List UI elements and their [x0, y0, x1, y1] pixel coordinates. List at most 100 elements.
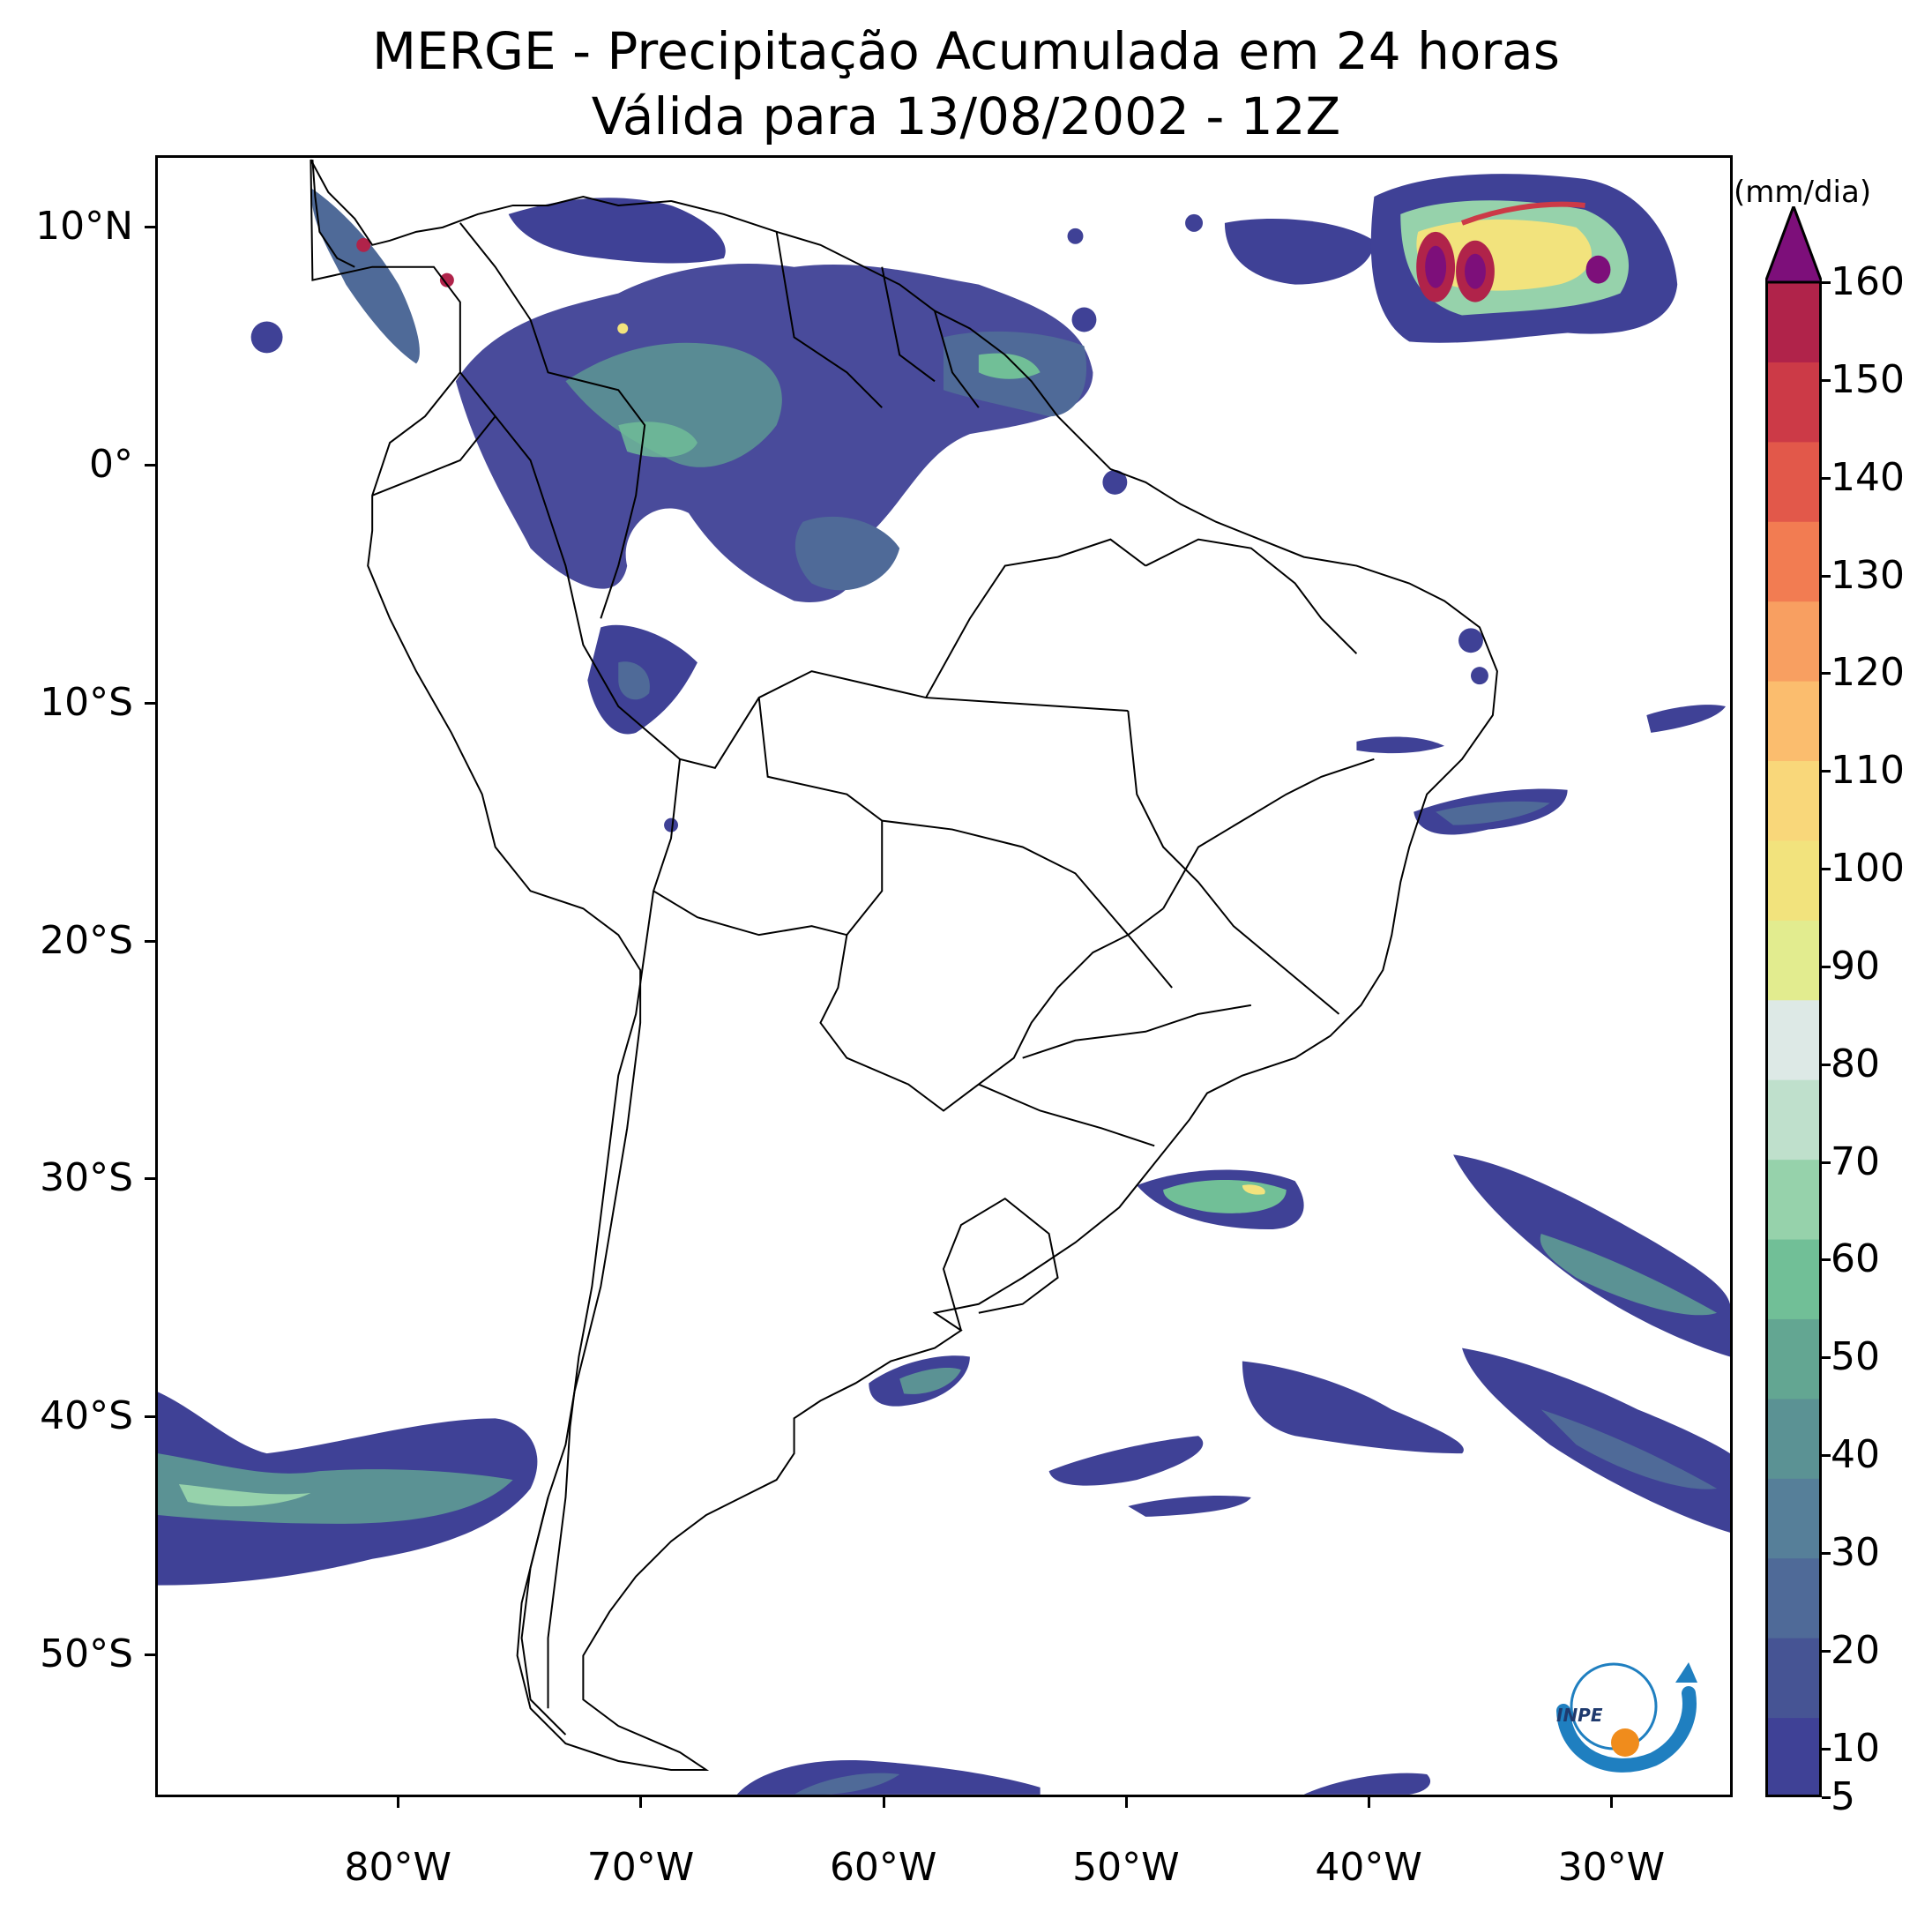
- central-america: [311, 160, 355, 268]
- colorbar-tick-label: 70: [1831, 1138, 1880, 1184]
- rain-s-atlantic-1: [1242, 1361, 1464, 1454]
- colorbar-unit: (mm/dia): [1734, 175, 1872, 210]
- colorbar-segment: [1765, 1557, 1822, 1639]
- rain-s-atlantic-3: [1128, 1496, 1251, 1517]
- lon-label: 60°W: [829, 1845, 937, 1890]
- border-brazil-states-7: [978, 1083, 1155, 1147]
- country-borders: [310, 159, 1498, 1771]
- colorbar-tick: [1822, 1258, 1831, 1262]
- precipitation-layer: [158, 174, 1730, 1795]
- colorbar-tick-label: 5: [1831, 1774, 1855, 1819]
- rain-east-band-2: [1356, 736, 1445, 754]
- rain-south-3: [1303, 1773, 1431, 1795]
- colorbar-segment: [1765, 1159, 1822, 1240]
- map-area[interactable]: [155, 155, 1733, 1797]
- rain-storm-core-5: [1585, 255, 1611, 284]
- rain-cell: [1071, 307, 1097, 332]
- chart-subtitle: Válida para 13/08/2002 - 12Z: [591, 86, 1341, 146]
- logo-arrow: [1675, 1662, 1697, 1683]
- colorbar-tick: [1822, 1796, 1831, 1799]
- colorbar-segment: [1765, 920, 1822, 1001]
- rain-cell: [356, 237, 371, 252]
- border-colombia-venezuela: [459, 222, 646, 619]
- border-guianas: [775, 231, 980, 408]
- chart-title: MERGE - Precipitação Acumulada em 24 hor…: [372, 21, 1560, 81]
- border-brazil-states-4: [1162, 758, 1375, 909]
- lat-label: 10°N: [35, 203, 133, 249]
- rain-amazon-light: [618, 422, 697, 458]
- border-argentina-chile: [547, 891, 655, 1709]
- lat-tick: [145, 1415, 155, 1419]
- colorbar-segment: [1765, 1478, 1822, 1559]
- colorbar-tick: [1822, 1356, 1831, 1360]
- rain-para: [794, 516, 900, 591]
- colorbar-segment: [1765, 760, 1822, 841]
- colorbar-tick-label: 120: [1831, 650, 1905, 696]
- colorbar: [1765, 206, 1822, 1797]
- colorbar-segment: [1765, 362, 1822, 443]
- colorbar-extend-arrow: [1765, 206, 1822, 284]
- colorbar-tick-label: 90: [1831, 943, 1880, 989]
- lon-tick: [1124, 1797, 1128, 1808]
- colorbar-tick: [1822, 1454, 1831, 1458]
- lat-tick: [145, 939, 155, 943]
- rain-cell: [664, 817, 679, 832]
- colorbar-segment: [1765, 681, 1822, 762]
- lat-label: 40°S: [40, 1393, 133, 1439]
- colorbar-tick: [1822, 1551, 1831, 1555]
- lon-label: 30°W: [1557, 1845, 1666, 1890]
- logo-text: INPE: [1556, 1705, 1603, 1726]
- colorbar-tick-label: 50: [1831, 1334, 1880, 1380]
- colorbar-tick-label: 140: [1831, 454, 1905, 500]
- rain-storm-red-band: [1460, 201, 1585, 226]
- colorbar-tick-label: 80: [1831, 1041, 1880, 1086]
- colorbar-tick: [1822, 1063, 1831, 1066]
- colorbar-tick-label: 130: [1831, 552, 1905, 598]
- colorbar-tick: [1822, 281, 1831, 284]
- rain-south-brazil-yellow: [1242, 1184, 1265, 1195]
- lon-tick: [1610, 1797, 1614, 1808]
- border-brazil-states-5: [1022, 1004, 1251, 1059]
- rain-guyana-core: [978, 353, 1041, 379]
- lon-tick: [882, 1797, 885, 1808]
- lat-tick: [145, 1177, 155, 1181]
- colorbar-tick: [1822, 868, 1831, 871]
- rain-argentina-coast-mid: [899, 1367, 961, 1394]
- colorbar-segment: [1765, 840, 1822, 921]
- colorbar-tick-label: 150: [1831, 356, 1905, 402]
- lat-tick: [145, 225, 155, 228]
- colorbar-segment: [1765, 1717, 1822, 1797]
- colorbar-tick: [1822, 1161, 1831, 1164]
- logo-arc: [1556, 1686, 1697, 1773]
- colorbar-segment: [1765, 441, 1822, 522]
- rain-cell: [1470, 667, 1488, 685]
- colorbar-tick-label: 10: [1831, 1725, 1880, 1771]
- colorbar-segment: [1765, 1398, 1822, 1479]
- rain-cell: [1067, 228, 1084, 244]
- rain-se-band-2-mid: [1540, 1409, 1718, 1489]
- lat-label: 10°S: [40, 679, 133, 725]
- border-uruguay: [942, 1197, 1059, 1331]
- rain-off-ne-brazil-mid: [1436, 801, 1550, 825]
- rain-se-band-1-mid: [1540, 1234, 1718, 1316]
- colorbar-tick: [1822, 378, 1831, 382]
- border-brazil-states-1: [925, 538, 1146, 698]
- rain-cell: [617, 323, 629, 334]
- rain-cell: [1458, 628, 1483, 653]
- lon-tick: [639, 1797, 643, 1808]
- map-svg: [158, 159, 1730, 1795]
- border-ecuador: [371, 415, 496, 496]
- colorbar-tick-label: 60: [1831, 1236, 1880, 1282]
- lon-tick: [397, 1797, 400, 1808]
- border-brazil-states-2: [1127, 710, 1340, 1015]
- border-brazil-states-3: [882, 819, 1173, 989]
- rain-storm-core-2: [1425, 245, 1447, 288]
- border-chile-patagonia: [520, 1497, 567, 1736]
- rain-nw-atlantic: [1224, 219, 1375, 285]
- colorbar-tick: [1822, 574, 1831, 578]
- colorbar-tick-label: 160: [1831, 259, 1905, 304]
- rain-colombia-nw: [310, 188, 420, 364]
- colorbar-tick: [1822, 672, 1831, 676]
- logo-dot: [1611, 1728, 1639, 1757]
- border-bolivia: [652, 697, 884, 937]
